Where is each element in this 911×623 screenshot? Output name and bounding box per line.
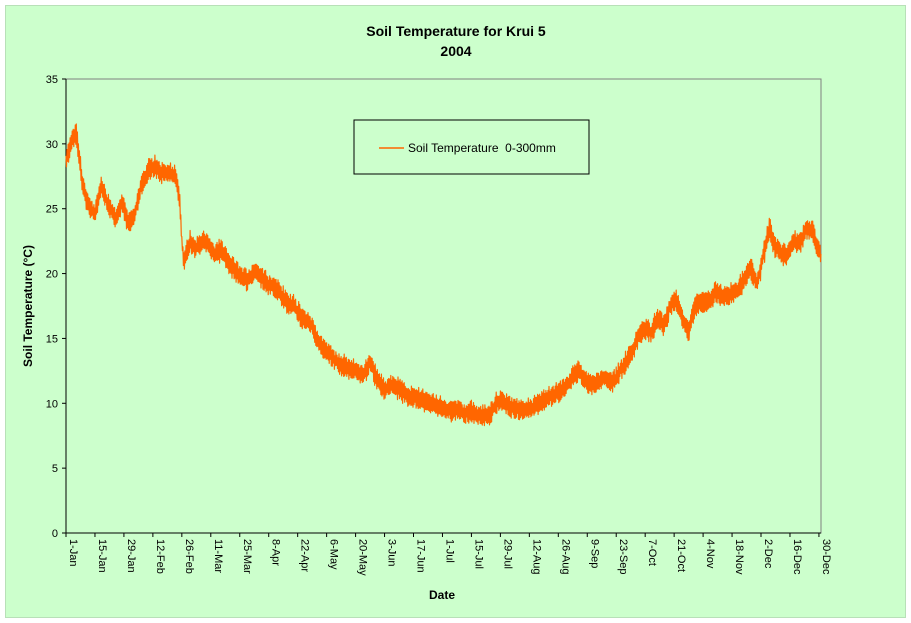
y-tick-label: 25 [46,204,58,216]
legend-box [353,119,590,175]
y-tick-label: 10 [46,398,58,410]
x-tick-label: 4-Nov [704,539,716,569]
x-tick-label: 26-Aug [559,539,571,574]
x-tick-label: 1-Jul [443,539,455,563]
chart-title: Soil Temperature for Krui 5 [366,23,546,39]
y-axis-label: Soil Temperature (°C) [21,245,35,367]
legend: Soil Temperature 0-300mm [353,119,590,175]
x-tick-label: 12-Feb [154,539,166,574]
x-tick-label: 7-Oct [646,539,658,566]
x-tick-label: 22-Apr [299,539,311,572]
x-tick-label: 16-Dec [791,539,803,575]
x-tick-label: 9-Sep [588,539,600,568]
y-tick-label: 0 [52,528,58,540]
y-tick-label: 15 [46,333,58,345]
x-tick-label: 6-May [328,539,340,570]
x-tick-label: 23-Sep [617,539,629,574]
y-tick-label: 20 [46,269,58,281]
y-tick-label: 30 [46,139,58,151]
x-tick-label: 18-Nov [733,539,745,575]
x-axis-label: Date [429,588,455,602]
chart-subtitle: 2004 [440,43,471,59]
y-tick-label: 5 [52,463,58,475]
x-tick-label: 30-Dec [820,539,832,575]
x-tick-label: 25-Mar [241,539,253,574]
x-tick-label: 15-Jul [472,539,484,569]
x-tick-label: 17-Jun [415,539,427,573]
series-line-soil-temperature [65,123,822,427]
legend-label: Soil Temperature 0-300mm [408,141,556,155]
y-tick-label: 35 [46,74,58,86]
x-tick-label: 29-Jan [125,539,137,573]
x-tick-label: 3-Jun [386,539,398,567]
x-tick-label: 15-Jan [96,539,108,573]
x-tick-label: 12-Aug [530,539,542,574]
x-tick-label: 1-Jan [67,539,79,567]
chart-svg: Soil Temperature for Krui 5 2004 0 5 10 15 2… [21,23,832,602]
x-tick-label: 2-Dec [762,539,774,569]
x-tick-label: 21-Oct [675,539,687,572]
x-tick-label: 11-Mar [212,539,224,573]
x-tick-label: 20-May [357,539,369,576]
plot-area: 0 5 10 15 20 25 30 35 1-Jan 15-Jan 29-Jan 12-Feb 26-… [46,74,832,576]
chart-area: Soil Temperature for Krui 5 2004 0 5 10 15 2… [5,5,906,618]
x-tick-label: 8-Apr [270,539,282,566]
x-tick-label: 29-Jul [501,539,513,569]
x-tick-label: 26-Feb [183,539,195,574]
